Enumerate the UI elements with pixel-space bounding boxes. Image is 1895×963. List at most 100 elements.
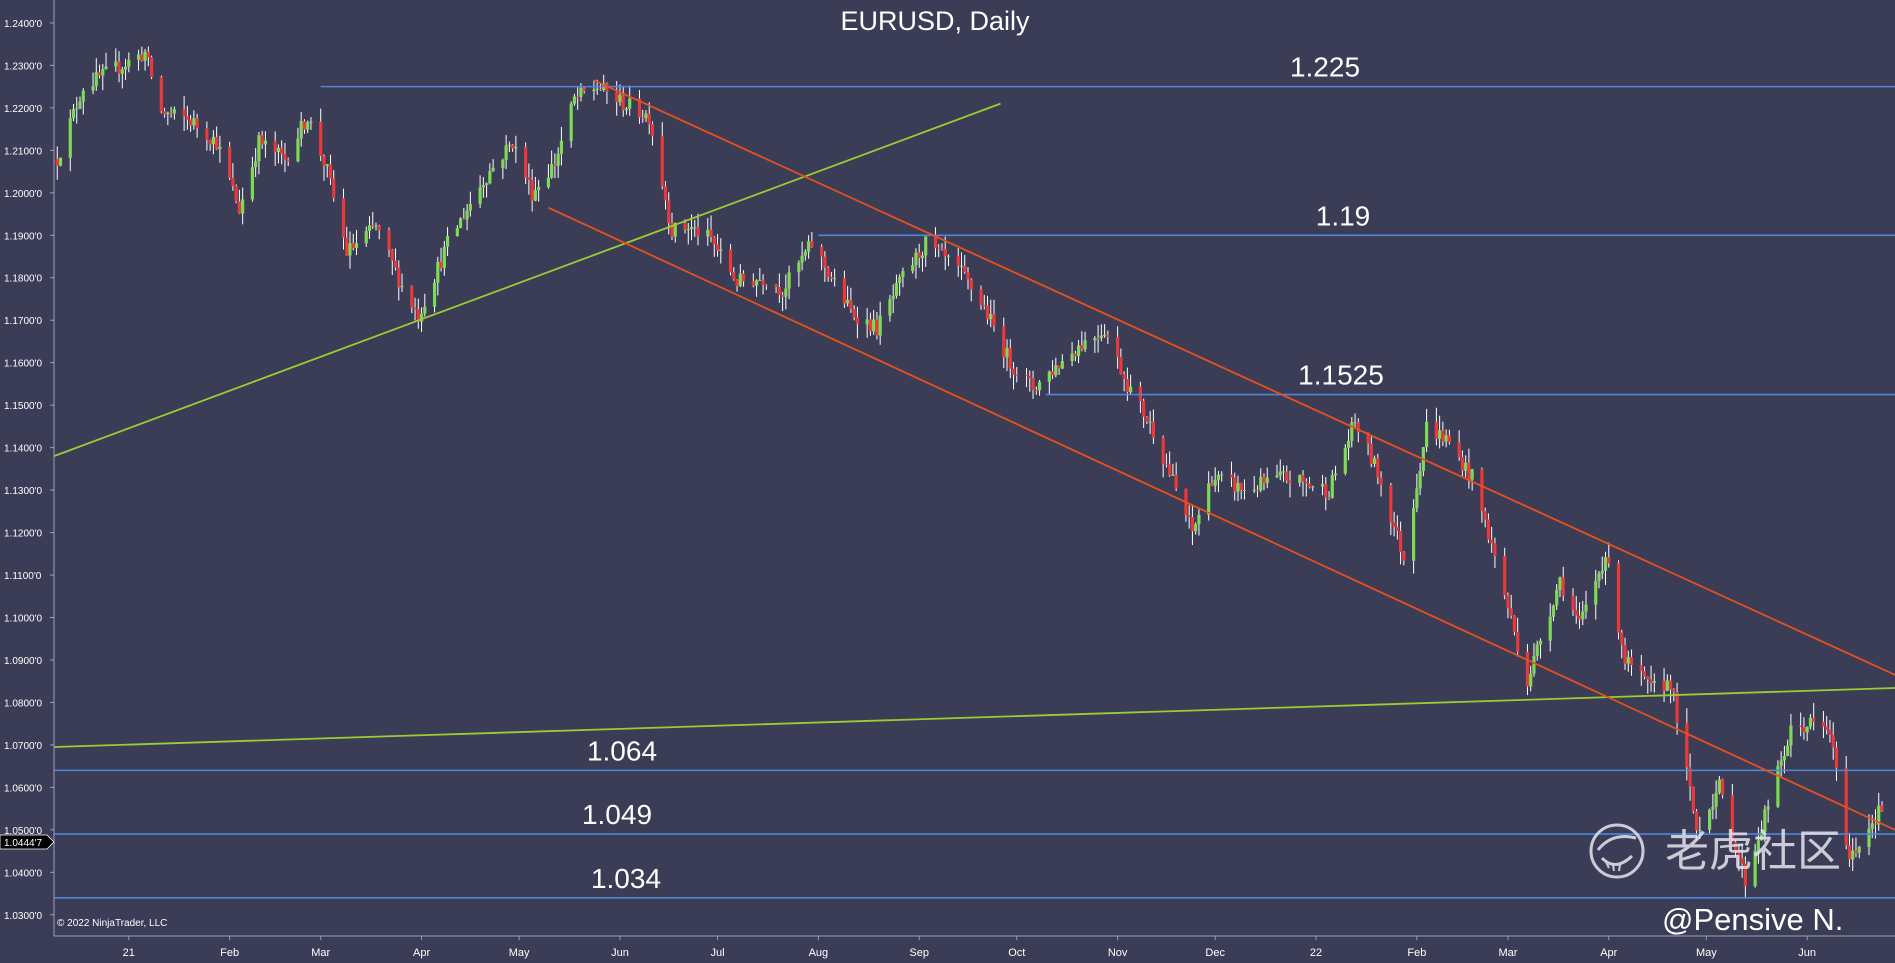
candle-body (68, 118, 72, 158)
candle-body (1753, 850, 1757, 887)
candle-body (1506, 595, 1510, 609)
candle-body (127, 59, 131, 67)
candle-body (442, 246, 446, 268)
candle-body (1782, 755, 1787, 761)
candle-body (1464, 462, 1468, 471)
candle-body (1854, 850, 1858, 853)
candle-body (1389, 485, 1393, 523)
candle-body (1050, 371, 1055, 376)
candle-body (1694, 811, 1699, 831)
candle-body (833, 278, 837, 280)
candle-body (1873, 823, 1878, 825)
candle-body (439, 261, 443, 268)
candle-body (1828, 729, 1832, 735)
candle-body (101, 68, 105, 76)
candle-body (628, 98, 632, 109)
candle-body (319, 121, 323, 157)
candle-body (1281, 471, 1286, 473)
candle-body (514, 147, 518, 149)
channel-trendline (548, 206, 1895, 831)
candle-body (374, 225, 378, 227)
candle-body (1857, 846, 1861, 853)
x-axis: 21 Feb Mar Apr May Jun Jul Aug Sep Oct Nov Dec 22 Feb… (123, 936, 1816, 959)
candle-body (1626, 656, 1630, 664)
candle-body (1346, 440, 1351, 448)
candle-body (1207, 483, 1211, 515)
candle-body (842, 278, 846, 304)
candle-body (1106, 334, 1110, 337)
candle-body (1646, 676, 1650, 680)
watermark: 老虎社区 (1589, 823, 1841, 879)
y-tick-label: 1.0500'0 (4, 826, 42, 837)
x-tick-label: Dec (1205, 947, 1225, 959)
candle-body (1060, 360, 1064, 369)
candle-body (1740, 858, 1744, 864)
candle-body (780, 294, 785, 297)
candle-body (1398, 531, 1403, 553)
candle-body (1096, 337, 1100, 339)
candle-body (1652, 681, 1656, 683)
candle-body (1129, 386, 1133, 393)
candle-body (920, 255, 925, 258)
candle-body (123, 66, 128, 70)
candle-body (345, 237, 349, 256)
candle-body (712, 237, 716, 245)
candle-body (1311, 486, 1315, 488)
candle-body (149, 57, 154, 78)
candle-body (117, 61, 121, 74)
candle-body (332, 178, 336, 199)
candle-body (182, 109, 186, 117)
candle-body (1073, 353, 1077, 357)
candle-body (823, 256, 827, 268)
candle-body (1688, 767, 1692, 787)
candle-body (393, 260, 398, 268)
candle-body (1880, 805, 1884, 812)
candle-body (569, 103, 573, 141)
candle-body (341, 198, 346, 238)
candle-body (1529, 673, 1533, 687)
candle-body (1555, 589, 1559, 606)
candle-body (894, 282, 899, 297)
candle-body (1623, 644, 1627, 664)
candle-body (576, 96, 580, 98)
candle-body (1024, 374, 1029, 376)
candle-body (465, 210, 469, 220)
candle-body (940, 248, 944, 250)
candle-body (416, 309, 420, 322)
candle-body (1395, 526, 1399, 532)
candle-body (829, 277, 833, 279)
level-label: 1.1525 (1298, 360, 1384, 391)
candle-body (1028, 375, 1032, 379)
candle-body (432, 282, 437, 307)
candle-body (1558, 577, 1562, 590)
candle-body (1171, 474, 1175, 476)
candle-body (1142, 400, 1146, 417)
y-tick-label: 1.1400'0 (4, 444, 42, 455)
y-tick-label: 1.1600'0 (4, 359, 42, 370)
candle-body (94, 72, 98, 87)
candle-body (257, 135, 261, 162)
candle-body (605, 83, 609, 92)
candle-body (1714, 792, 1718, 807)
y-tick-label: 1.2100'0 (4, 146, 42, 157)
candle-body (598, 88, 603, 90)
candle-body (1057, 365, 1061, 369)
x-tick-label: Feb (1407, 947, 1426, 959)
current-price-badge-shape (0, 834, 55, 850)
candle-body (917, 252, 921, 258)
y-tick-label: 1.0600'0 (4, 783, 42, 794)
candle-body (849, 299, 853, 310)
candle-body (1776, 765, 1780, 807)
candle-body (81, 90, 85, 102)
candle-body (803, 251, 807, 256)
candle-body (302, 121, 307, 130)
candle-body (1642, 671, 1647, 677)
candle-body (1691, 786, 1695, 812)
candle-body (706, 229, 710, 237)
chart-title: EURUSD, Daily (840, 6, 1030, 36)
y-tick-label: 1.0800'0 (4, 698, 42, 709)
candle-body (1005, 347, 1009, 358)
candle-body (758, 280, 762, 282)
y-tick-label: 1.1500'0 (4, 401, 42, 412)
level-label: 1.225 (1290, 52, 1360, 83)
